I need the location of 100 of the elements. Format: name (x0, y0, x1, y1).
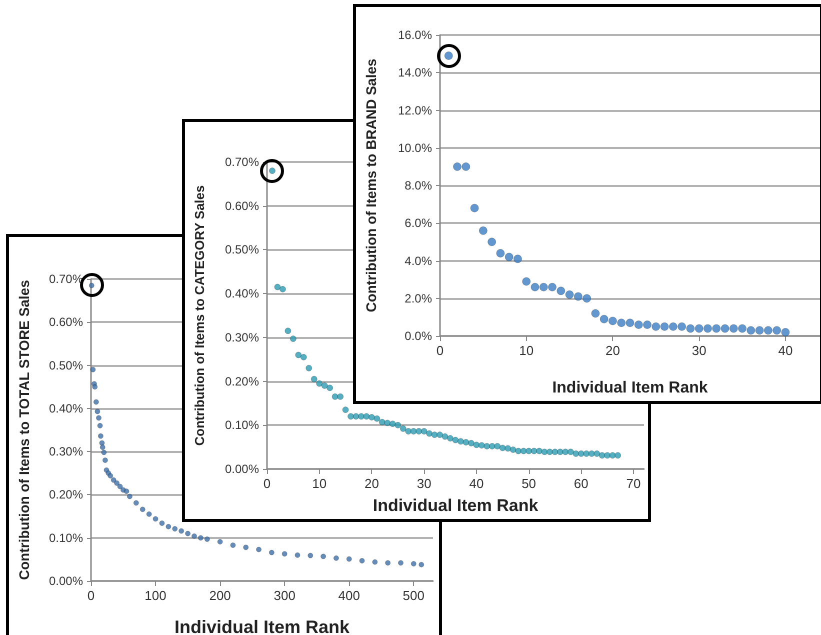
point (114, 480, 120, 486)
point (574, 292, 582, 301)
point (556, 286, 566, 296)
y-tick-label: 0.40% (48, 401, 84, 416)
y-tick-label: 0.30% (224, 330, 260, 344)
point (496, 248, 505, 258)
point (166, 524, 172, 530)
y-tick-label: 0.00% (224, 462, 260, 476)
x-tick-label: 50 (522, 476, 536, 491)
point (617, 318, 626, 328)
point (385, 560, 391, 566)
point (513, 254, 522, 264)
point (470, 204, 479, 212)
point (93, 399, 99, 405)
point (712, 324, 721, 333)
point (764, 326, 772, 335)
point (418, 562, 424, 568)
point (198, 535, 204, 541)
x-tick-label: 20 (605, 343, 620, 358)
point (108, 472, 114, 478)
y-tick-label: 0.10% (48, 530, 84, 545)
point (140, 506, 146, 512)
x-tick-label: 200 (209, 588, 231, 603)
point (530, 282, 540, 292)
point (755, 326, 764, 335)
point (729, 324, 738, 333)
y-tick-label: 0.60% (224, 198, 260, 213)
y-tick-label: 10.0% (398, 140, 432, 155)
y-tick-label: 14.0% (398, 66, 432, 80)
point (126, 494, 132, 500)
point (582, 294, 592, 303)
point (608, 316, 617, 326)
point (204, 536, 210, 542)
point (694, 324, 704, 333)
point (101, 450, 107, 456)
x-axis-title: Individual Item Rank (174, 617, 350, 635)
point (92, 384, 98, 390)
x-tick-label: 300 (274, 588, 296, 603)
point (146, 511, 152, 517)
x-tick-label: 10 (519, 343, 534, 358)
x-tick-label: 20 (364, 476, 379, 491)
y-tick-label: 0.50% (48, 358, 84, 372)
point (591, 309, 600, 318)
x-tick-label: 70 (626, 476, 641, 491)
y-tick-label: 0.10% (224, 418, 260, 432)
point (94, 408, 100, 414)
x-tick-label: 10 (312, 476, 327, 491)
point (282, 551, 288, 557)
point (230, 542, 236, 548)
x-tick-label: 60 (574, 476, 588, 491)
point (410, 560, 416, 566)
point (720, 324, 730, 333)
y-tick-label: 0.00% (48, 574, 84, 588)
point (96, 415, 102, 421)
point (522, 277, 531, 286)
x-tick-label: 30 (416, 476, 432, 491)
point (320, 554, 326, 560)
y-tick-label: 0.60% (48, 315, 84, 330)
point (185, 530, 191, 536)
point (102, 457, 108, 463)
x-axis-title: Individual Item Rank (552, 380, 708, 396)
point (453, 162, 462, 171)
point (90, 366, 96, 372)
point (243, 544, 249, 550)
x-tick-label: 0 (436, 343, 444, 358)
point (192, 533, 197, 539)
y-tick-label: 0.50% (224, 242, 260, 257)
point (359, 558, 365, 564)
point (308, 552, 314, 558)
point (268, 550, 274, 556)
y-axis-title: Contribution of Items to BRAND Sales (363, 58, 379, 312)
point (110, 477, 116, 483)
point (172, 526, 178, 532)
point (398, 560, 404, 566)
y-tick-label: 0.20% (224, 374, 260, 388)
point (98, 433, 104, 439)
point (660, 322, 669, 331)
x-tick-label: 0 (263, 476, 271, 491)
point (372, 559, 378, 565)
point (133, 500, 139, 506)
y-axis-title: Contribution of Items to CATEGORY Sales (192, 185, 207, 446)
x-tick-label: 40 (778, 343, 793, 358)
y-tick-label: 8.0% (404, 178, 432, 192)
point (781, 328, 790, 336)
point (634, 320, 643, 329)
point (678, 322, 686, 331)
point (565, 290, 574, 299)
x-tick-label: 500 (402, 588, 424, 603)
point (346, 556, 352, 562)
point (159, 520, 165, 526)
point (703, 324, 712, 333)
x-tick-label: 400 (338, 588, 360, 603)
point (746, 326, 756, 335)
point (643, 320, 652, 329)
point (97, 422, 103, 428)
point (117, 484, 123, 490)
point (738, 324, 747, 333)
point (504, 252, 514, 262)
point (488, 238, 496, 246)
point (178, 528, 184, 534)
